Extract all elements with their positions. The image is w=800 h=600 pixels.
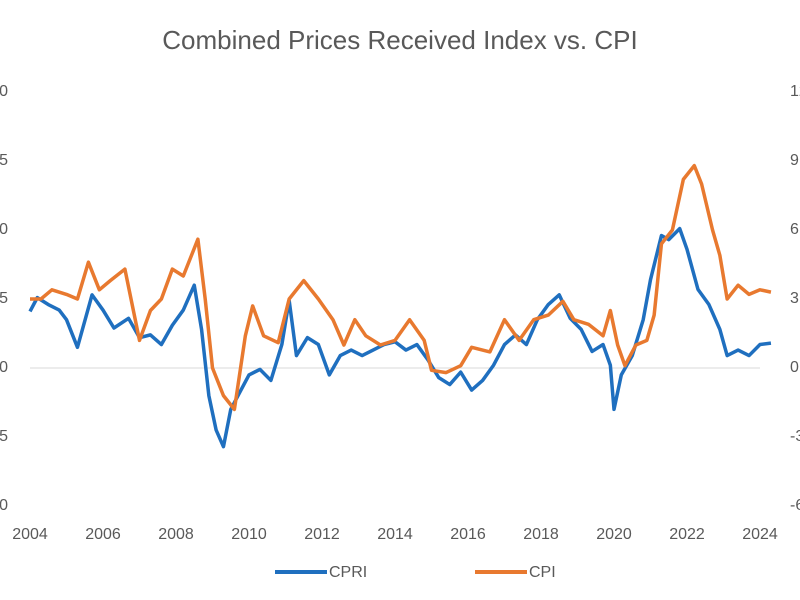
x-tick-label: 2024 bbox=[742, 526, 778, 543]
y-tick-label: 5 bbox=[0, 290, 8, 307]
y2-tick-label: 3 bbox=[790, 290, 799, 307]
y-tick-label: 20 bbox=[0, 83, 8, 100]
y-tick-label: 10 bbox=[0, 221, 8, 238]
y-tick-label: -5 bbox=[0, 428, 8, 445]
legend-label: CPRI bbox=[329, 564, 367, 581]
x-tick-label: 2006 bbox=[85, 526, 121, 543]
x-tick-label: 2008 bbox=[158, 526, 194, 543]
x-tick-label: 2018 bbox=[523, 526, 559, 543]
y-tick-label: 15 bbox=[0, 152, 8, 169]
y2-tick-label: -3 bbox=[790, 428, 800, 445]
y2-tick-label: 0 bbox=[790, 359, 799, 376]
y2-tick-label: -6 bbox=[790, 497, 800, 514]
y-tick-label: -10 bbox=[0, 497, 8, 514]
y2-tick-label: 12 bbox=[790, 83, 800, 100]
y2-tick-label: 9 bbox=[790, 152, 799, 169]
series-line bbox=[28, 226, 772, 449]
x-tick-label: 2014 bbox=[377, 526, 413, 543]
y-tick-label: 0 bbox=[0, 359, 8, 376]
legend-label: CPI bbox=[529, 564, 556, 581]
x-tick-label: 2016 bbox=[450, 526, 486, 543]
x-tick-label: 2004 bbox=[12, 526, 48, 543]
chart-title: Combined Prices Received Index vs. CPI bbox=[162, 25, 637, 55]
x-tick-label: 2020 bbox=[596, 526, 632, 543]
x-tick-label: 2010 bbox=[231, 526, 267, 543]
x-tick-label: 2012 bbox=[304, 526, 340, 543]
y2-tick-label: 6 bbox=[790, 221, 799, 238]
series-line bbox=[30, 163, 772, 412]
x-tick-label: 2022 bbox=[669, 526, 705, 543]
